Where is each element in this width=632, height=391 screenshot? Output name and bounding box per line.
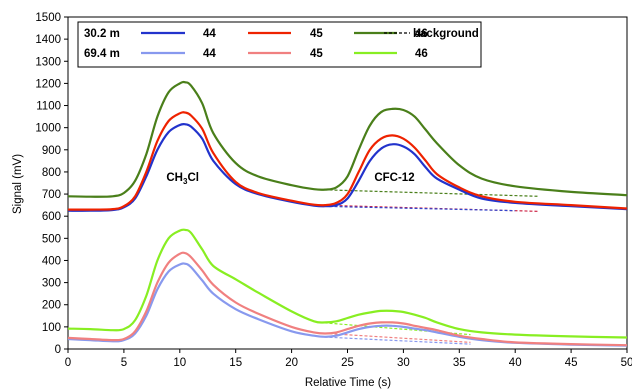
x-tick-label: 15 [229, 357, 242, 369]
y-tick-label: 300 [42, 278, 61, 290]
x-tick-label: 5 [121, 357, 127, 369]
y-tick-label: 1100 [36, 101, 61, 113]
legend-box [77, 21, 482, 68]
series-line [68, 111, 628, 211]
peak-annotation: CFC-12 [374, 172, 414, 184]
x-tick-label: 40 [509, 357, 522, 369]
x-tick-label: 10 [173, 357, 186, 369]
y-tick-label: 100 [42, 322, 61, 334]
x-tick-label: 50 [621, 357, 632, 369]
series-line [67, 251, 628, 347]
legend-entry-label: 45 [310, 28, 323, 40]
background-line [319, 189, 538, 197]
background-line [319, 205, 516, 212]
y-tick-label: 1300 [35, 56, 61, 68]
y-axis-label: Signal (mV) [12, 154, 24, 214]
legend-entry-label: 44 [203, 48, 216, 60]
legend-entry-label: background [413, 28, 479, 40]
x-axis-label: Relative Time (s) [305, 377, 391, 389]
background-line [319, 332, 471, 343]
x-tick-label: 35 [453, 357, 466, 369]
legend-row-label: 69.4 m [84, 48, 120, 60]
y-tick-label: 400 [42, 255, 61, 267]
y-tick-label: 800 [42, 167, 61, 179]
legend-entry-label: 46 [415, 28, 428, 40]
x-tick-label: 25 [341, 357, 354, 369]
y-tick-label: 1000 [35, 123, 61, 135]
y-tick-label: 1400 [35, 34, 61, 46]
background-line [319, 336, 471, 345]
series-line [67, 80, 628, 198]
y-tick-label: 700 [42, 189, 61, 201]
y-tick-label: 0 [55, 344, 61, 356]
legend-row-label: 30.2 m [84, 28, 120, 40]
x-tick-label: 20 [285, 357, 298, 369]
legend-entry-label: 44 [203, 28, 216, 40]
x-tick-label: 45 [565, 357, 578, 369]
x-tick-label: 0 [65, 357, 71, 369]
legend-entry-label: 46 [415, 48, 428, 60]
y-tick-label: 600 [42, 211, 61, 223]
series-line [67, 228, 628, 339]
y-tick-label: 200 [42, 300, 61, 312]
legend-entry-label: 45 [310, 48, 323, 60]
y-tick-label: 500 [42, 233, 61, 245]
x-tick-label: 30 [397, 357, 410, 369]
peak-annotation: CH3Cl [166, 172, 199, 186]
series-line [67, 262, 628, 347]
y-tick-label: 900 [42, 145, 61, 157]
y-tick-label: 1200 [35, 78, 61, 90]
y-tick-label: 1500 [35, 12, 61, 24]
